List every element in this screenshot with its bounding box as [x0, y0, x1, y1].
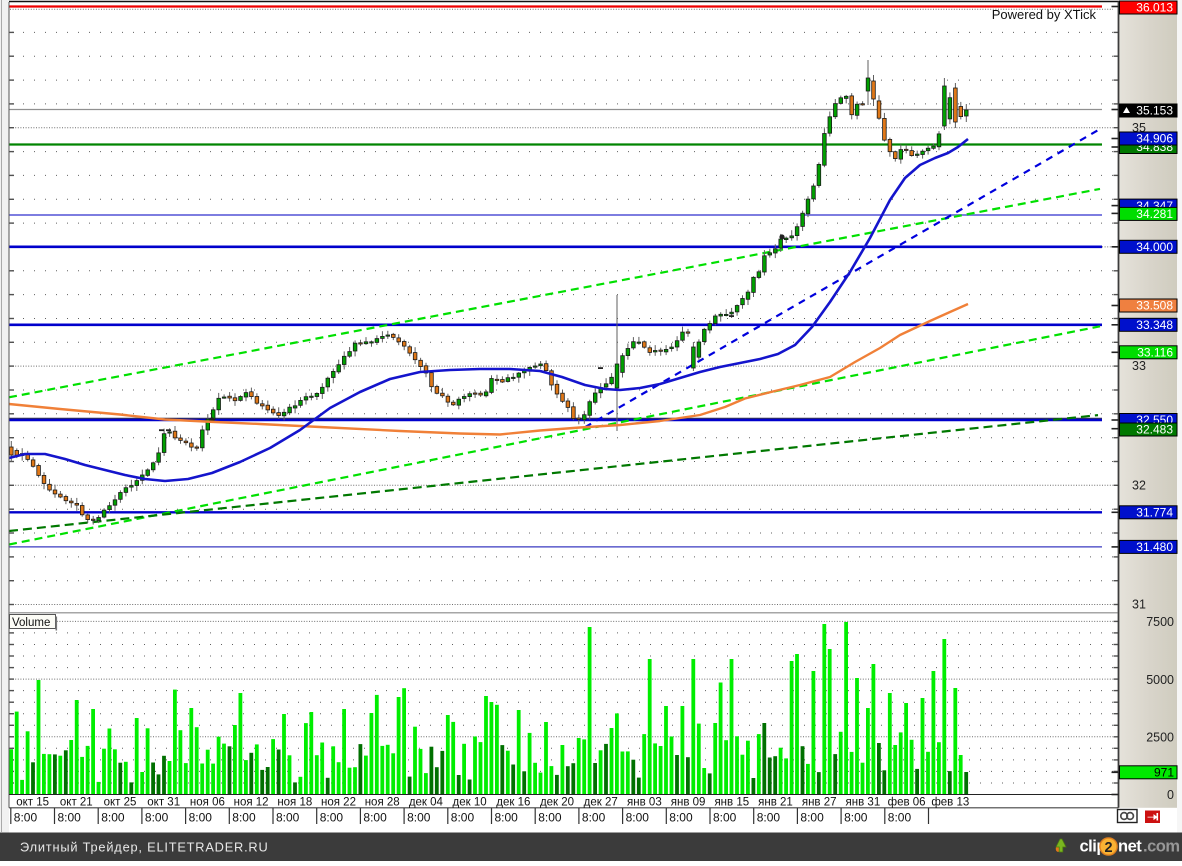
svg-text:8:00: 8:00: [363, 811, 387, 825]
svg-text:33: 33: [1132, 359, 1146, 373]
svg-text:8:00: 8:00: [451, 811, 475, 825]
svg-text:окт 21: окт 21: [60, 797, 93, 809]
svg-text:дек 20: дек 20: [540, 797, 574, 809]
svg-text:8:00: 8:00: [626, 811, 650, 825]
svg-text:окт 31: окт 31: [147, 797, 180, 809]
svg-text:ноя 22: ноя 22: [321, 797, 356, 809]
svg-text:31: 31: [1132, 598, 1146, 612]
svg-text:Volume: Volume: [12, 617, 50, 629]
svg-text:8:00: 8:00: [757, 811, 781, 825]
svg-text:окт 15: окт 15: [16, 797, 49, 809]
svg-text:дек 27: дек 27: [584, 797, 618, 809]
svg-text:ноя 12: ноя 12: [234, 797, 269, 809]
svg-text:33.348: 33.348: [1136, 318, 1173, 332]
svg-text:clip: clip: [1080, 838, 1107, 856]
svg-text:ноя 28: ноя 28: [365, 797, 400, 809]
svg-text:33.508: 33.508: [1136, 299, 1173, 313]
svg-text:7500: 7500: [1146, 615, 1174, 629]
svg-text:янв 21: янв 21: [758, 797, 793, 809]
svg-text:31.480: 31.480: [1136, 540, 1173, 554]
svg-text:0: 0: [1167, 788, 1174, 802]
svg-text:8:00: 8:00: [844, 811, 868, 825]
svg-text:32.483: 32.483: [1136, 423, 1173, 437]
svg-text:8:00: 8:00: [320, 811, 344, 825]
svg-text:2500: 2500: [1146, 731, 1174, 745]
svg-text:2: 2: [1104, 840, 1112, 856]
svg-text:8:00: 8:00: [713, 811, 737, 825]
svg-text:8:00: 8:00: [276, 811, 300, 825]
svg-text:ноя 06: ноя 06: [190, 797, 225, 809]
svg-text:Powered by XTick: Powered by XTick: [992, 7, 1097, 22]
svg-text:8:00: 8:00: [407, 811, 431, 825]
svg-text:34.000: 34.000: [1136, 240, 1173, 254]
svg-text:8:00: 8:00: [669, 811, 693, 825]
svg-text:янв 09: янв 09: [671, 797, 706, 809]
svg-text:фев 06: фев 06: [888, 797, 926, 809]
svg-text:Элитный Трейдер, ELITETRADER.R: Элитный Трейдер, ELITETRADER.RU: [20, 840, 269, 855]
svg-text:янв 15: янв 15: [714, 797, 749, 809]
svg-text:янв 03: янв 03: [627, 797, 662, 809]
svg-text:8:00: 8:00: [582, 811, 606, 825]
svg-text:5000: 5000: [1146, 673, 1174, 687]
svg-text:дек 04: дек 04: [409, 797, 444, 809]
svg-text:окт 25: окт 25: [104, 797, 137, 809]
svg-text:.com: .com: [1143, 838, 1180, 856]
svg-text:8:00: 8:00: [145, 811, 169, 825]
svg-text:36.013: 36.013: [1136, 1, 1173, 15]
svg-text:32: 32: [1132, 479, 1146, 493]
svg-text:ноя 18: ноя 18: [277, 797, 312, 809]
svg-text:971: 971: [1154, 766, 1174, 780]
svg-text:дек 16: дек 16: [496, 797, 530, 809]
svg-text:35.153: 35.153: [1136, 104, 1173, 118]
svg-text:8:00: 8:00: [14, 811, 38, 825]
svg-text:фев 13: фев 13: [931, 797, 969, 809]
svg-text:8:00: 8:00: [189, 811, 213, 825]
svg-text:34.906: 34.906: [1136, 132, 1173, 146]
svg-text:янв 27: янв 27: [802, 797, 837, 809]
svg-text:янв 31: янв 31: [846, 797, 881, 809]
svg-text:8:00: 8:00: [495, 811, 519, 825]
svg-text:35: 35: [1132, 121, 1146, 135]
svg-text:34.281: 34.281: [1136, 207, 1173, 221]
svg-text:8:00: 8:00: [538, 811, 562, 825]
svg-text:дек 10: дек 10: [453, 797, 487, 809]
svg-text:31.774: 31.774: [1136, 506, 1173, 520]
svg-text:8:00: 8:00: [101, 811, 125, 825]
svg-text:8:00: 8:00: [800, 811, 824, 825]
svg-text:8:00: 8:00: [888, 811, 912, 825]
svg-text:net: net: [1118, 838, 1142, 856]
svg-text:8:00: 8:00: [232, 811, 256, 825]
svg-text:8:00: 8:00: [58, 811, 82, 825]
svg-text:33.116: 33.116: [1137, 346, 1173, 360]
